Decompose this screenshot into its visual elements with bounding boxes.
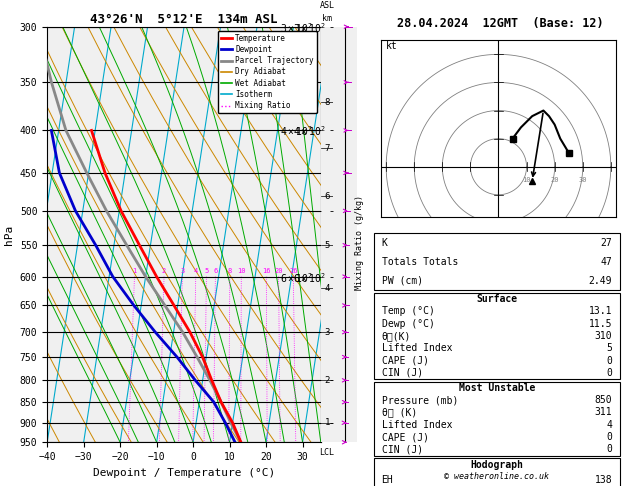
Text: EH: EH bbox=[382, 474, 393, 485]
Text: 20: 20 bbox=[550, 176, 559, 183]
Text: 3: 3 bbox=[325, 328, 330, 337]
Text: θᴇ(K): θᴇ(K) bbox=[382, 331, 411, 341]
Text: Lifted Index: Lifted Index bbox=[382, 420, 452, 430]
FancyBboxPatch shape bbox=[374, 382, 620, 456]
Text: CAPE (J): CAPE (J) bbox=[382, 356, 428, 365]
Text: 5: 5 bbox=[325, 241, 330, 250]
Text: 13.1: 13.1 bbox=[589, 306, 612, 316]
Text: 2: 2 bbox=[162, 268, 166, 274]
Text: km: km bbox=[322, 14, 332, 22]
Text: Mixing Ratio (g/kg): Mixing Ratio (g/kg) bbox=[355, 195, 364, 291]
Text: PW (cm): PW (cm) bbox=[382, 276, 423, 286]
Text: K: K bbox=[382, 238, 387, 248]
Text: 0: 0 bbox=[606, 356, 612, 365]
FancyBboxPatch shape bbox=[374, 233, 620, 290]
Text: 1: 1 bbox=[132, 268, 136, 274]
Text: 16: 16 bbox=[262, 268, 270, 274]
Legend: Temperature, Dewpoint, Parcel Trajectory, Dry Adiabat, Wet Adiabat, Isotherm, Mi: Temperature, Dewpoint, Parcel Trajectory… bbox=[218, 31, 317, 113]
FancyBboxPatch shape bbox=[374, 293, 620, 379]
Text: Most Unstable: Most Unstable bbox=[459, 382, 535, 393]
Text: Surface: Surface bbox=[476, 294, 518, 304]
Text: 20: 20 bbox=[274, 268, 283, 274]
Text: θᴇ (K): θᴇ (K) bbox=[382, 407, 417, 417]
Text: 0: 0 bbox=[606, 445, 612, 454]
Text: CIN (J): CIN (J) bbox=[382, 368, 423, 378]
Title: 43°26'N  5°12'E  134m ASL: 43°26'N 5°12'E 134m ASL bbox=[90, 13, 278, 26]
Text: 4: 4 bbox=[194, 268, 198, 274]
Text: 0: 0 bbox=[606, 368, 612, 378]
Text: 1: 1 bbox=[325, 418, 330, 427]
Text: kt: kt bbox=[386, 41, 398, 51]
Text: 26: 26 bbox=[289, 268, 298, 274]
FancyBboxPatch shape bbox=[374, 458, 620, 486]
Text: Temp (°C): Temp (°C) bbox=[382, 306, 435, 316]
Text: 6: 6 bbox=[213, 268, 218, 274]
Text: Hodograph: Hodograph bbox=[470, 460, 523, 470]
Text: 850: 850 bbox=[594, 395, 612, 405]
Text: 10: 10 bbox=[522, 176, 531, 183]
Text: Pressure (mb): Pressure (mb) bbox=[382, 395, 458, 405]
X-axis label: Dewpoint / Temperature (°C): Dewpoint / Temperature (°C) bbox=[93, 468, 275, 478]
Text: 8: 8 bbox=[228, 268, 232, 274]
Text: 11.5: 11.5 bbox=[589, 319, 612, 329]
Text: CIN (J): CIN (J) bbox=[382, 445, 423, 454]
Text: 5: 5 bbox=[204, 268, 209, 274]
Text: Totals Totals: Totals Totals bbox=[382, 257, 458, 267]
Text: 311: 311 bbox=[594, 407, 612, 417]
Text: 8: 8 bbox=[325, 98, 330, 107]
Text: ASL: ASL bbox=[320, 1, 335, 10]
Text: 30: 30 bbox=[579, 176, 587, 183]
Text: Dewp (°C): Dewp (°C) bbox=[382, 319, 435, 329]
Text: 3: 3 bbox=[180, 268, 184, 274]
Text: 2.49: 2.49 bbox=[589, 276, 612, 286]
Text: Lifted Index: Lifted Index bbox=[382, 343, 452, 353]
Text: 7: 7 bbox=[325, 143, 330, 153]
Text: 310: 310 bbox=[594, 331, 612, 341]
Text: 6: 6 bbox=[325, 191, 330, 201]
Text: 4: 4 bbox=[325, 284, 330, 293]
Text: 5: 5 bbox=[606, 343, 612, 353]
Text: 10: 10 bbox=[237, 268, 245, 274]
Y-axis label: hPa: hPa bbox=[4, 225, 14, 244]
Text: 0: 0 bbox=[606, 432, 612, 442]
Text: 28.04.2024  12GMT  (Base: 12): 28.04.2024 12GMT (Base: 12) bbox=[397, 17, 603, 30]
Text: 27: 27 bbox=[601, 238, 612, 248]
Text: 47: 47 bbox=[601, 257, 612, 267]
Text: © weatheronline.co.uk: © weatheronline.co.uk bbox=[445, 472, 549, 481]
Text: 138: 138 bbox=[594, 474, 612, 485]
Text: CAPE (J): CAPE (J) bbox=[382, 432, 428, 442]
Text: LCL: LCL bbox=[320, 449, 335, 457]
Text: 4: 4 bbox=[606, 420, 612, 430]
Text: 2: 2 bbox=[325, 376, 330, 385]
